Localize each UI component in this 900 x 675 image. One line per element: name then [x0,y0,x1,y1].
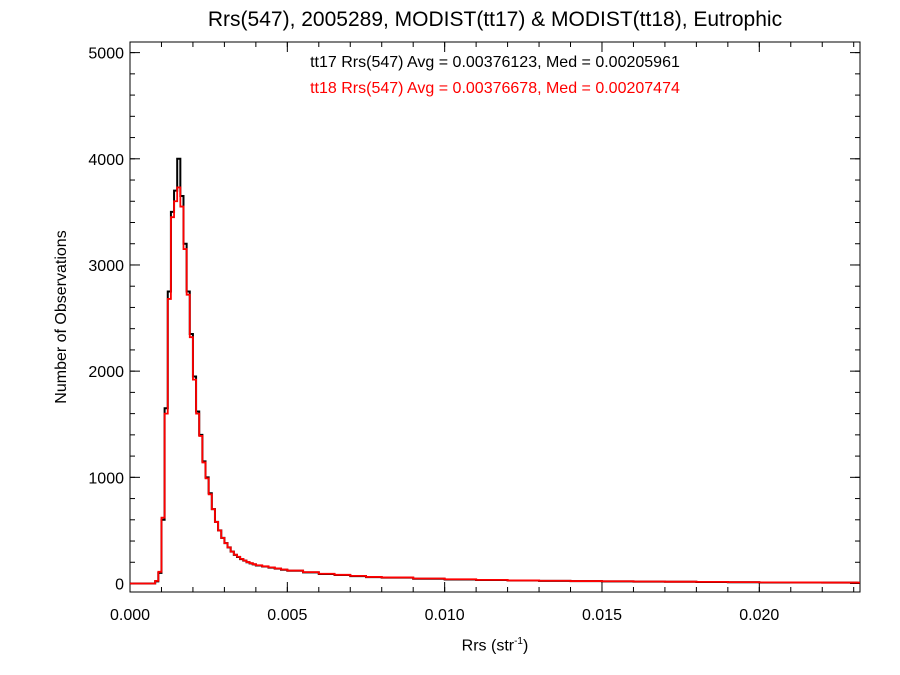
x-tick-label: 0.005 [267,607,307,624]
series-tt17-line [130,157,860,585]
y-tick-label: 4000 [88,152,124,169]
x-axis-label-close: ) [523,637,529,655]
y-tick-label: 2000 [88,364,124,381]
plot-frame [129,41,861,593]
x-axis-label-exponent: -1 [514,636,523,647]
x-axis-label: Rrs (str-1) [130,636,860,655]
x-tick-label: 0.000 [110,607,150,624]
y-tick-label: 5000 [88,46,124,63]
chart-title: Rrs(547), 2005289, MODIST(tt17) & MODIST… [207,8,783,31]
y-tick-label: 0 [115,577,124,594]
x-tick-label: 0.010 [425,607,465,624]
y-tick-label: 1000 [88,470,124,487]
series-tt18-line [130,186,860,585]
x-tick-label: 0.015 [582,607,622,624]
x-axis-label-base: Rrs (str [461,637,515,655]
y-tick-label: 3000 [88,258,124,275]
annotation-tt18: tt18 Rrs(547) Avg = 0.00376678, Med = 0.… [310,80,680,97]
annotation-tt17: tt17 Rrs(547) Avg = 0.00376123, Med = 0.… [310,54,680,71]
x-tick-label: 0.020 [739,607,779,624]
